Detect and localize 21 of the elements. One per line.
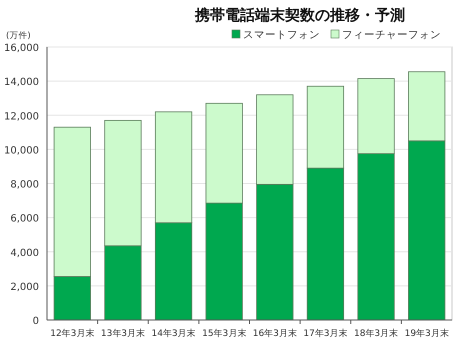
x-tick-label: 12年3月末 [50,328,94,339]
x-tick-label: 13年3月末 [100,328,146,339]
x-tick-label: 15年3月末 [202,328,246,339]
x-tick-label: 17年3月末 [303,328,348,339]
y-tick-label: 0 [32,316,39,327]
y-tick-label: 2,000 [10,282,39,293]
x-tick-label: 19年3月末 [404,328,449,339]
y-tick-label: 14,000 [4,77,39,88]
x-tick-label: 14年3月末 [151,328,196,339]
x-tick-label: 16年3月末 [252,328,297,339]
y-axis-title: (万件) [6,30,31,41]
y-tick-label: 12,000 [4,111,39,122]
legend-label: スマートフォン [243,29,320,41]
y-tick-label: 6,000 [10,214,39,225]
legend-label: フィーチャーフォン [342,29,441,41]
y-tick-label: 4,000 [10,248,39,259]
chart-title: 携帯電話端末契数の推移・予測 [194,6,405,24]
y-tick-label: 16,000 [4,43,39,54]
x-tick-label: 18年3月末 [354,328,398,339]
y-tick-label: 8,000 [10,180,39,190]
y-tick-label: 10,000 [4,145,39,156]
